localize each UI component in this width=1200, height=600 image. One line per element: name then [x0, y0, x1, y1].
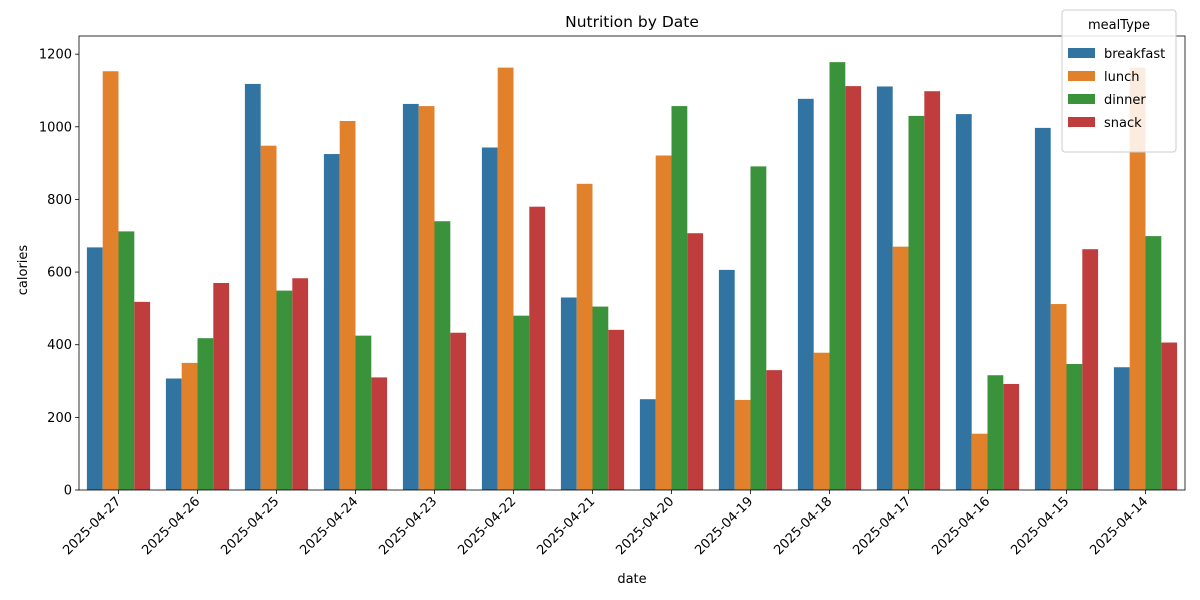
x-tick-label: 2025-04-25	[218, 494, 282, 558]
bar-dinner-2025-04-14	[1145, 236, 1162, 490]
bar-breakfast-2025-04-25	[244, 83, 261, 490]
legend-label-snack: snack	[1104, 116, 1142, 131]
bar-snack-2025-04-18	[845, 86, 862, 491]
y-tick-label: 800	[47, 193, 72, 208]
bar-breakfast-2025-04-18	[797, 98, 814, 490]
bar-snack-2025-04-15	[1082, 249, 1099, 490]
legend-frame	[1061, 9, 1177, 153]
bar-dinner-2025-04-15	[1066, 363, 1083, 490]
bar-dinner-2025-04-24	[355, 335, 372, 490]
bar-dinner-2025-04-20	[671, 106, 688, 490]
bar-snack-2025-04-22	[529, 206, 546, 490]
bar-snack-2025-04-20	[687, 233, 704, 490]
x-tick-label: 2025-04-14	[1087, 494, 1151, 558]
bar-snack-2025-04-16	[1003, 383, 1020, 490]
bar-lunch-2025-04-26	[181, 362, 198, 490]
x-tick-label: 2025-04-24	[297, 494, 361, 558]
bar-lunch-2025-04-17	[892, 246, 909, 490]
x-tick-label: 2025-04-22	[455, 494, 519, 558]
bar-lunch-2025-04-19	[734, 399, 751, 490]
legend-label-lunch: lunch	[1104, 70, 1139, 85]
plot-frame	[78, 35, 1186, 491]
bar-breakfast-2025-04-17	[876, 86, 893, 490]
bar-lunch-2025-04-22	[497, 67, 514, 490]
legend-swatch-breakfast	[1068, 48, 1095, 58]
chart-title: Nutrition by Date	[565, 13, 699, 31]
bar-breakfast-2025-04-26	[165, 378, 182, 490]
x-tick-label: 2025-04-15	[1008, 494, 1072, 558]
x-axis-label: date	[617, 572, 646, 587]
bar-breakfast-2025-04-16	[955, 114, 972, 490]
bar-snack-2025-04-17	[924, 91, 941, 491]
legend-label-breakfast: breakfast	[1104, 47, 1165, 62]
x-tick-label: 2025-04-23	[376, 494, 440, 558]
bar-dinner-2025-04-22	[513, 315, 530, 490]
x-tick-label: 2025-04-20	[613, 494, 677, 558]
bar-lunch-2025-04-25	[260, 145, 277, 490]
x-tick-label: 2025-04-19	[692, 494, 756, 558]
bar-breakfast-2025-04-24	[323, 154, 340, 491]
bar-lunch-2025-04-15	[1050, 304, 1067, 490]
bar-dinner-2025-04-19	[750, 166, 767, 490]
bar-lunch-2025-04-27	[102, 71, 119, 490]
x-tick-label: 2025-04-21	[534, 494, 598, 558]
y-tick-label: 600	[47, 266, 72, 281]
bar-breakfast-2025-04-15	[1034, 127, 1051, 490]
bars-group	[86, 62, 1178, 491]
bar-dinner-2025-04-27	[118, 231, 135, 490]
bar-lunch-2025-04-24	[339, 120, 356, 491]
bar-dinner-2025-04-16	[987, 375, 1004, 490]
bar-breakfast-2025-04-27	[86, 247, 103, 490]
bar-snack-2025-04-24	[371, 377, 388, 490]
bar-breakfast-2025-04-14	[1113, 367, 1130, 490]
legend: mealType breakfast lunch dinner snack	[1061, 9, 1177, 153]
y-tick-label: 1000	[39, 120, 72, 135]
bar-lunch-2025-04-21	[576, 183, 593, 490]
y-axis-label: calories	[16, 245, 31, 296]
x-tick-label: 2025-04-17	[850, 494, 914, 558]
bar-lunch-2025-04-20	[655, 155, 672, 491]
bar-lunch-2025-04-23	[418, 106, 435, 490]
y-tick-label: 400	[47, 338, 72, 353]
y-tick-label: 0	[64, 484, 72, 499]
y-tick-label: 200	[47, 411, 72, 426]
bar-breakfast-2025-04-20	[639, 399, 656, 490]
bar-breakfast-2025-04-22	[481, 147, 498, 490]
legend-swatch-snack	[1068, 117, 1095, 127]
bar-lunch-2025-04-16	[971, 433, 988, 490]
bar-dinner-2025-04-26	[197, 338, 214, 490]
x-tick-label: 2025-04-18	[771, 494, 835, 558]
bar-breakfast-2025-04-21	[560, 297, 577, 490]
bar-snack-2025-04-25	[292, 278, 309, 490]
bar-lunch-2025-04-18	[813, 352, 830, 490]
x-tick-label: 2025-04-16	[929, 494, 993, 558]
bar-breakfast-2025-04-19	[718, 269, 735, 490]
bar-snack-2025-04-14	[1161, 342, 1178, 490]
bar-dinner-2025-04-23	[434, 221, 451, 491]
bar-snack-2025-04-21	[608, 329, 625, 490]
legend-label-dinner: dinner	[1104, 93, 1146, 108]
bar-dinner-2025-04-17	[908, 115, 925, 491]
x-tick-label: 2025-04-27	[60, 494, 124, 558]
legend-title: mealType	[1088, 18, 1150, 33]
bar-snack-2025-04-27	[134, 301, 151, 490]
legend-swatch-lunch	[1068, 71, 1095, 81]
legend-swatch-dinner	[1068, 94, 1095, 104]
bar-breakfast-2025-04-23	[402, 103, 419, 491]
bar-dinner-2025-04-18	[829, 62, 846, 491]
bar-snack-2025-04-26	[213, 282, 230, 490]
bar-snack-2025-04-23	[450, 332, 467, 490]
y-tick-label: 1200	[39, 48, 72, 63]
bar-snack-2025-04-19	[766, 370, 783, 490]
legend-items: breakfast lunch dinner snack	[1068, 47, 1165, 131]
bar-dinner-2025-04-25	[276, 290, 293, 490]
x-tick-label: 2025-04-26	[139, 494, 203, 558]
bar-dinner-2025-04-21	[592, 306, 609, 490]
bar-lunch-2025-04-14	[1129, 67, 1146, 490]
